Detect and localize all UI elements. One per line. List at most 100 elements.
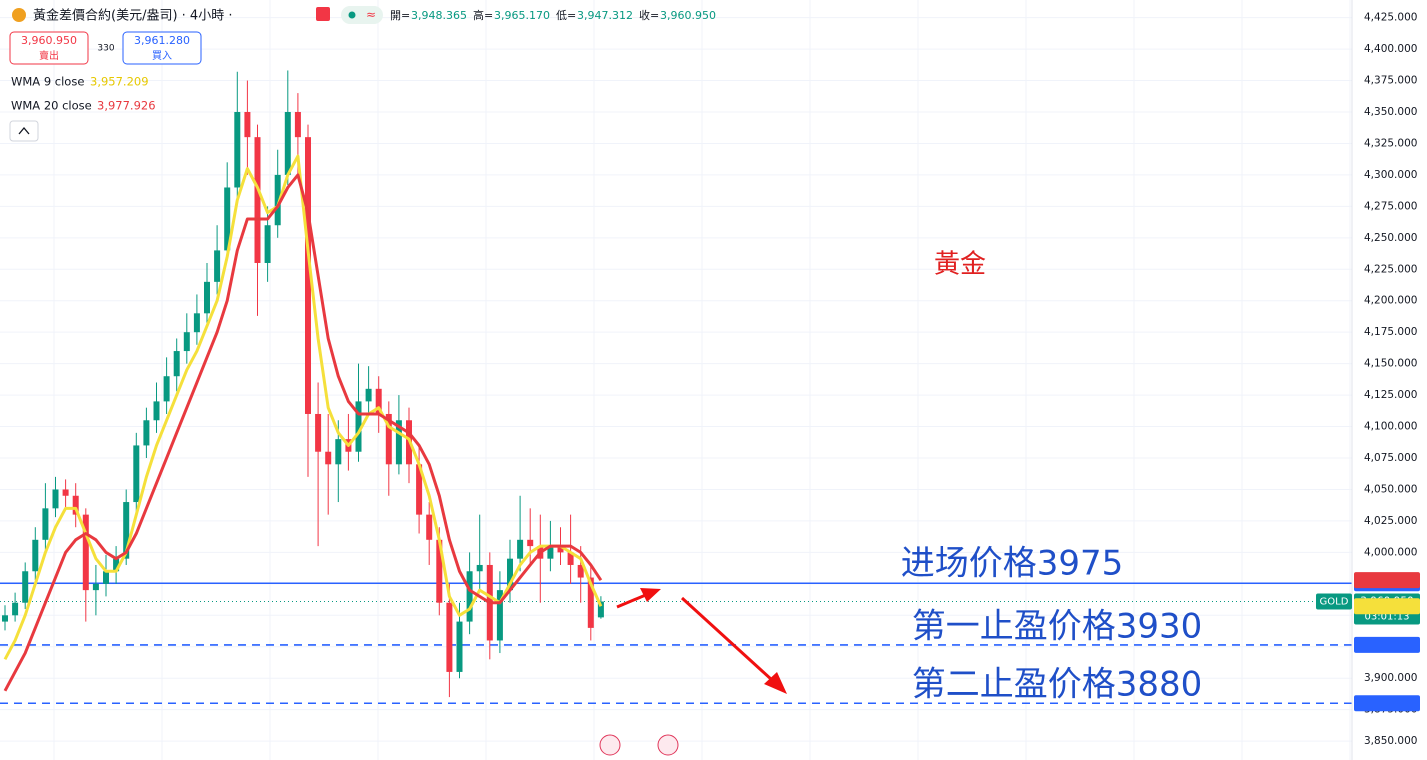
buy-button[interactable] [122, 31, 202, 65]
collapse-button[interactable] [9, 120, 39, 142]
sell-button[interactable] [9, 31, 89, 65]
candle-body [234, 111, 241, 188]
y-tick-label: 4,200.000 [1364, 295, 1417, 307]
candle-body [214, 250, 221, 282]
ohlc-label: 收= [639, 8, 659, 22]
candle-body [183, 332, 190, 352]
candle-body [567, 552, 574, 565]
ohlc: 開= 3,948.365 高= 3,965.170 低= 3,947.312 收= 3,960… [390, 8, 716, 22]
price-label-bg [1354, 636, 1420, 653]
candle-body [264, 225, 271, 263]
y-tick-label: 4,425.000 [1364, 12, 1417, 24]
candle-body [416, 464, 423, 515]
candle-body [92, 583, 99, 591]
arrow-head [640, 588, 661, 602]
y-tick-label: 4,300.000 [1364, 169, 1417, 181]
candle-body [12, 602, 19, 616]
event-icon[interactable] [599, 734, 621, 756]
y-tick-label: 4,100.000 [1364, 421, 1417, 433]
legend-name: WMA 9 close [11, 75, 84, 89]
ohlc-value: 3,965.170 [494, 9, 550, 22]
candle-body [587, 577, 594, 628]
candle-body [103, 571, 109, 584]
legend-value: 3,977.926 [97, 99, 156, 113]
ohlc-value: 3,948.365 [411, 9, 467, 22]
candle-body [355, 401, 362, 452]
y-tick-label: 4,125.000 [1364, 389, 1417, 401]
price-label-bg [1354, 695, 1420, 712]
candle-body [204, 281, 210, 314]
arrows [616, 588, 787, 694]
candle-body [72, 495, 79, 515]
candle-body [496, 590, 503, 641]
status-pill[interactable] [341, 6, 383, 24]
candle-body [294, 111, 301, 138]
y-tick-label: 4,325.000 [1364, 137, 1417, 149]
candle-body [82, 514, 89, 591]
status-dot [348, 11, 356, 19]
spread: 330 [97, 44, 114, 54]
candle-body [274, 174, 281, 226]
candle-body [244, 111, 251, 138]
arrow-line [616, 592, 649, 609]
candle-body [325, 451, 332, 465]
y-tick-label: 4,400.000 [1364, 43, 1417, 55]
status-icon: ≈ [366, 8, 376, 22]
wma-line [3, 173, 603, 692]
y-tick-label: 4,225.000 [1364, 263, 1417, 275]
event-icon[interactable] [657, 734, 679, 756]
candle-body [153, 401, 160, 421]
candle-body [456, 621, 463, 672]
ohlc-label: 開= [390, 9, 410, 22]
candle-body [143, 420, 150, 446]
sell-label: 賣出 [39, 49, 59, 62]
candle-body [42, 508, 49, 540]
candle-body [315, 413, 322, 452]
arrow-head [764, 672, 787, 694]
collapse-icon [18, 126, 30, 135]
candle-body [224, 187, 231, 251]
candle-body [466, 571, 473, 622]
legend-name: WMA 20 close [11, 99, 92, 113]
symbol-icon [12, 8, 26, 22]
candle-body [517, 539, 524, 559]
candle-body [476, 564, 483, 572]
candle-body [577, 564, 584, 578]
candle-body [113, 558, 120, 572]
price-label-bg [1354, 598, 1420, 615]
y-tick-label: 4,275.000 [1364, 200, 1417, 212]
candle-body [436, 539, 443, 603]
candle-body [597, 601, 604, 618]
y-tick-label: 3,850.000 [1364, 735, 1417, 747]
annotation: 进场价格3975 [901, 544, 1124, 584]
candle-body [284, 111, 291, 175]
ohlc-value: 3,947.312 [577, 9, 633, 22]
candle-body [52, 489, 59, 509]
price-axis: 4,425.000 4,400.000 4,375.000 4,350.000 4,32… [1316, 12, 1420, 747]
y-tick-label: 4,375.000 [1364, 75, 1417, 87]
buy-label: 買入 [152, 50, 172, 62]
candle-body [446, 602, 453, 672]
candle-body [32, 539, 39, 572]
candle-body [365, 388, 372, 402]
candle-body [547, 546, 554, 559]
y-tick-label: 3,900.000 [1364, 672, 1417, 684]
candle-body [557, 546, 564, 553]
price-label-bg [1354, 572, 1420, 589]
flag-icon[interactable] [316, 7, 330, 21]
annotation: 黃金 [934, 250, 986, 280]
y-tick-label: 4,075.000 [1364, 452, 1417, 464]
annotation: 第二止盈价格3880 [912, 665, 1203, 705]
plot [0, 70, 1352, 705]
symbol-title: 黃金差價合約(美元/盎司) · 4小時 · [33, 8, 232, 24]
countdown: 03:01:13 [1365, 612, 1410, 623]
candle-body [385, 413, 392, 465]
y-tick-label: 4,025.000 [1364, 515, 1417, 527]
grid [0, 0, 1352, 760]
candle-body [395, 420, 402, 465]
candle-body [163, 376, 170, 402]
y-tick-label: 4,000.000 [1364, 546, 1417, 558]
sell-price: 3,960.950 [21, 34, 77, 47]
